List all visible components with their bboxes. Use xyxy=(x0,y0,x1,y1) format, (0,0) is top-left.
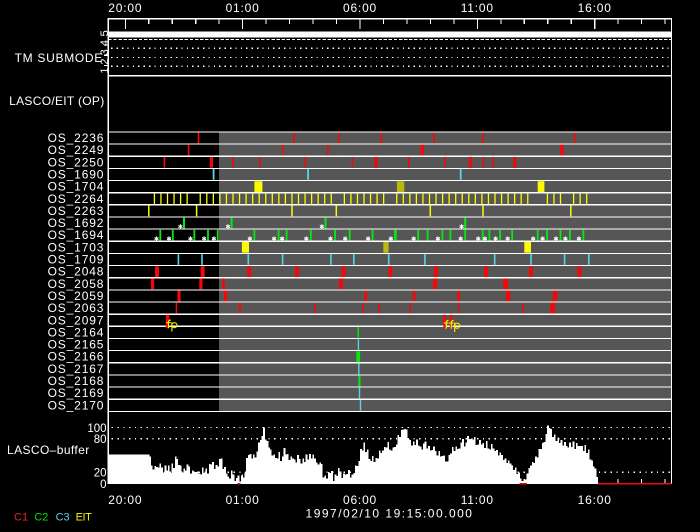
svg-text:LASCO/EIT (OP): LASCO/EIT (OP) xyxy=(9,94,104,108)
svg-text:11:00: 11:00 xyxy=(461,1,494,15)
svg-text:OS_2059: OS_2059 xyxy=(48,289,105,303)
svg-text:80: 80 xyxy=(94,434,107,446)
svg-text:16:00: 16:00 xyxy=(578,493,612,507)
svg-text:OS_2168: OS_2168 xyxy=(48,374,105,388)
svg-text:4: 4 xyxy=(99,40,111,46)
svg-text:11:00: 11:00 xyxy=(461,493,494,507)
svg-text:OS_1694: OS_1694 xyxy=(48,228,105,242)
svg-text:OS_2097: OS_2097 xyxy=(48,313,105,327)
svg-text:OS_2236: OS_2236 xyxy=(48,131,105,145)
svg-text:20: 20 xyxy=(94,468,107,480)
svg-text:LASCO–buffer: LASCO–buffer xyxy=(7,443,90,457)
svg-text:OS_2264: OS_2264 xyxy=(48,192,105,206)
svg-text:OS_2058: OS_2058 xyxy=(48,277,105,291)
svg-text:OS_2167: OS_2167 xyxy=(48,362,105,376)
svg-text:20:00: 20:00 xyxy=(108,493,142,507)
svg-text:OS_1704: OS_1704 xyxy=(48,180,105,194)
svg-text:2: 2 xyxy=(99,59,111,65)
svg-text:5: 5 xyxy=(99,30,111,36)
svg-text:06:00: 06:00 xyxy=(343,493,377,507)
svg-text:3: 3 xyxy=(99,49,111,55)
svg-text:06:00: 06:00 xyxy=(343,1,377,15)
svg-text:OS_1690: OS_1690 xyxy=(48,168,105,182)
svg-text:01:00: 01:00 xyxy=(226,493,260,507)
svg-text:OS_2048: OS_2048 xyxy=(48,265,105,279)
svg-text:01:00: 01:00 xyxy=(226,1,260,15)
svg-text:OS_2169: OS_2169 xyxy=(48,386,105,400)
svg-text:OS_1709: OS_1709 xyxy=(48,253,105,267)
svg-text:EIT: EIT xyxy=(76,511,93,523)
svg-text:OS_1692: OS_1692 xyxy=(48,216,105,230)
svg-text:C1: C1 xyxy=(14,511,28,523)
svg-text:OS_2170: OS_2170 xyxy=(48,398,105,412)
svg-text:OS_1703: OS_1703 xyxy=(48,240,105,254)
svg-text:1: 1 xyxy=(99,68,111,74)
svg-text:20:00: 20:00 xyxy=(108,1,142,15)
svg-text:OS_2249: OS_2249 xyxy=(48,143,105,157)
svg-text:OS_2164: OS_2164 xyxy=(48,325,105,339)
svg-text:OS_2063: OS_2063 xyxy=(48,301,105,315)
svg-text:OS_2250: OS_2250 xyxy=(48,155,105,169)
svg-text:16:00: 16:00 xyxy=(578,1,612,15)
svg-text:1997/02/10 19:15:00.000: 1997/02/10 19:15:00.000 xyxy=(306,507,474,521)
svg-text:C3: C3 xyxy=(56,511,70,523)
svg-text:100: 100 xyxy=(87,423,106,435)
svg-text:C2: C2 xyxy=(34,511,48,523)
svg-text:TM SUBMODE: TM SUBMODE xyxy=(15,51,103,65)
svg-text:0: 0 xyxy=(100,479,106,491)
svg-text:OS_2166: OS_2166 xyxy=(48,350,105,364)
svg-text:OS_2165: OS_2165 xyxy=(48,338,105,352)
svg-text:OS_2263: OS_2263 xyxy=(48,204,105,218)
